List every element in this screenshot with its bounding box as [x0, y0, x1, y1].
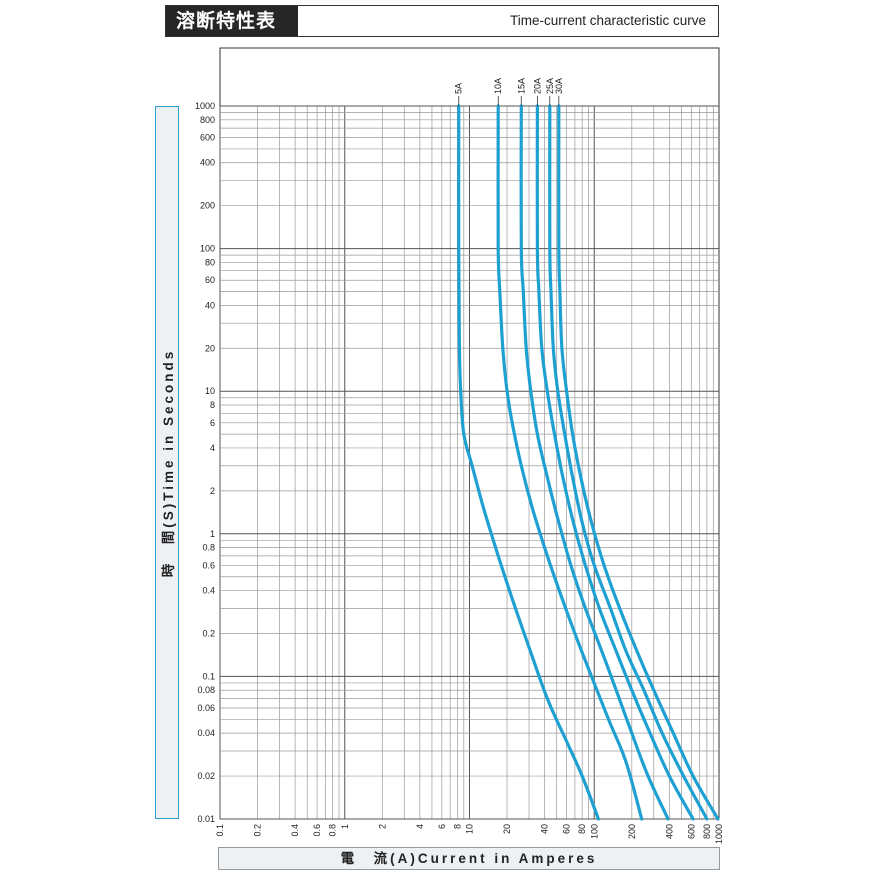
x-tick-label: 200	[627, 824, 637, 839]
x-tick-label: 600	[686, 824, 696, 839]
y-tick-label: 0.4	[202, 586, 215, 596]
y-tick-label: 0.08	[197, 685, 215, 695]
x-tick-label: 100	[589, 824, 599, 839]
y-tick-label: 400	[200, 158, 215, 168]
x-tick-label: 0.8	[328, 824, 338, 837]
x-tick-label: 10	[465, 824, 475, 834]
y-tick-label: 0.01	[197, 814, 215, 824]
y-tick-label: 4	[210, 443, 215, 453]
y-tick-label: 200	[200, 201, 215, 211]
x-tick-label: 0.4	[290, 824, 300, 837]
y-tick-label: 0.1	[202, 671, 215, 681]
series-label-10a: 10A	[493, 78, 503, 94]
chart-title-jp: 溶断特性表	[166, 6, 298, 36]
x-tick-label: 800	[702, 824, 712, 839]
chart-title-en: Time-current characteristic curve	[509, 13, 706, 28]
fuse-curve-25a	[548, 104, 709, 821]
series-label-20a: 20A	[532, 78, 542, 94]
y-tick-label: 0.04	[197, 728, 215, 738]
x-axis-label-box: 電 流(A)Current in Amperes	[218, 847, 720, 870]
x-tick-label: 0.2	[253, 824, 263, 837]
y-tick-label: 80	[205, 257, 215, 267]
y-tick-label: 20	[205, 343, 215, 353]
y-tick-label: 0.2	[202, 628, 215, 638]
x-axis-label: 電 流(A)Current in Amperes	[340, 851, 598, 866]
y-tick-label: 60	[205, 275, 215, 285]
y-tick-label: 1	[210, 529, 215, 539]
fuse-curve-5a	[457, 104, 600, 821]
y-axis-label-box: 時 間(S)Time in Seconds	[155, 106, 179, 819]
x-tick-label: 8	[452, 824, 462, 829]
x-tick-label: 1000	[714, 824, 724, 844]
x-tick-label: 80	[577, 824, 587, 834]
x-tick-label: 1	[340, 824, 350, 829]
fuse-curve-10a	[496, 104, 644, 821]
series-label-25a: 25A	[545, 78, 555, 94]
x-tick-label: 6	[437, 824, 447, 829]
series-label-15a: 15A	[516, 78, 526, 94]
y-tick-label: 800	[200, 115, 215, 125]
x-tick-label: 400	[664, 824, 674, 839]
y-tick-label: 0.06	[197, 703, 215, 713]
fuse-curve-20a	[535, 104, 695, 821]
series-label-5a: 5A	[454, 83, 464, 94]
x-tick-label: 20	[502, 824, 512, 834]
y-tick-label: 0.8	[202, 543, 215, 553]
x-tick-label: 0.1	[215, 824, 225, 837]
y-tick-label: 0.02	[197, 771, 215, 781]
y-tick-label: 10	[205, 386, 215, 396]
y-tick-label: 8	[210, 400, 215, 410]
y-tick-label: 600	[200, 133, 215, 143]
y-tick-label: 1000	[195, 101, 215, 111]
chart-header: 溶断特性表 Time-current characteristic curve	[165, 5, 719, 37]
x-tick-label: 4	[415, 824, 425, 829]
y-tick-label: 40	[205, 300, 215, 310]
fuse-curve-15a	[519, 104, 670, 821]
y-tick-label: 100	[200, 244, 215, 254]
x-tick-label: 0.6	[312, 824, 322, 837]
y-tick-label: 2	[210, 486, 215, 496]
x-tick-label: 60	[562, 824, 572, 834]
series-label-30a: 30A	[554, 78, 564, 94]
fuse-curve-30a	[557, 104, 720, 821]
x-tick-label: 40	[540, 824, 550, 834]
y-tick-label: 6	[210, 418, 215, 428]
x-tick-label: 2	[377, 824, 387, 829]
y-tick-label: 0.6	[202, 560, 215, 570]
